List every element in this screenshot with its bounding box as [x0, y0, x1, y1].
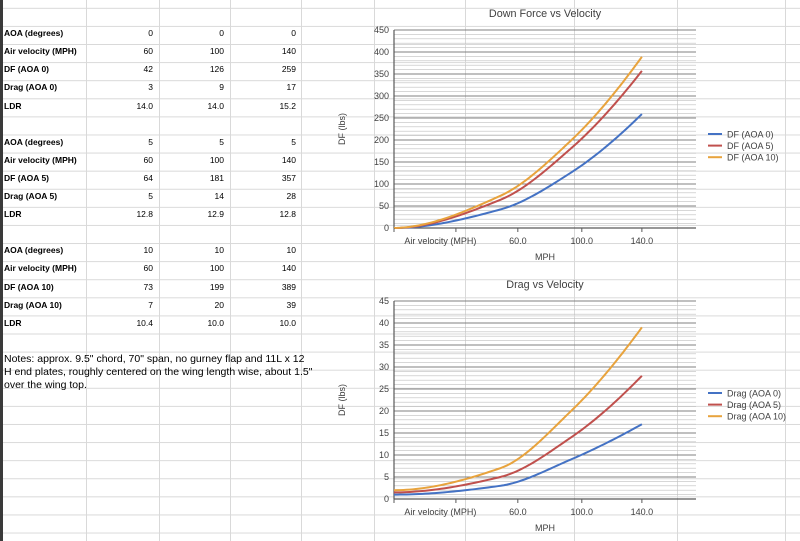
- svg-text:100: 100: [374, 179, 389, 189]
- svg-text:DF (AOA 5): DF (AOA 5): [727, 141, 774, 151]
- svg-text:20: 20: [379, 406, 389, 416]
- svg-text:450: 450: [374, 25, 389, 35]
- svg-text:25: 25: [379, 384, 389, 394]
- svg-text:40: 40: [379, 318, 389, 328]
- svg-text:Air velocity (MPH): Air velocity (MPH): [404, 236, 476, 246]
- svg-text:15: 15: [379, 428, 389, 438]
- svg-text:60.0: 60.0: [509, 507, 527, 517]
- svg-text:60.0: 60.0: [509, 236, 527, 246]
- svg-text:350: 350: [374, 69, 389, 79]
- svg-text:Down Force vs Velocity: Down Force vs Velocity: [489, 8, 602, 20]
- svg-text:400: 400: [374, 47, 389, 57]
- svg-text:DF (AOA 0): DF (AOA 0): [727, 130, 774, 140]
- svg-text:140.0: 140.0: [631, 507, 654, 517]
- svg-text:30: 30: [379, 362, 389, 372]
- svg-text:Air velocity (MPH): Air velocity (MPH): [404, 507, 476, 517]
- svg-text:DF (AOA 10): DF (AOA 10): [727, 153, 779, 163]
- svg-text:50: 50: [379, 201, 389, 211]
- svg-text:Drag vs Velocity: Drag vs Velocity: [506, 279, 584, 291]
- svg-text:5: 5: [384, 472, 389, 482]
- svg-text:150: 150: [374, 157, 389, 167]
- svg-text:100.0: 100.0: [571, 507, 594, 517]
- svg-text:Drag (AOA 10): Drag (AOA 10): [727, 412, 786, 422]
- svg-text:Drag (AOA 0): Drag (AOA 0): [727, 389, 781, 399]
- svg-text:35: 35: [379, 340, 389, 350]
- svg-text:100.0: 100.0: [571, 236, 594, 246]
- svg-text:DF (lbs): DF (lbs): [337, 384, 347, 416]
- svg-text:Drag (AOA 5): Drag (AOA 5): [727, 400, 781, 410]
- svg-text:300: 300: [374, 91, 389, 101]
- svg-text:0: 0: [384, 223, 389, 233]
- svg-text:10: 10: [379, 450, 389, 460]
- svg-text:200: 200: [374, 135, 389, 145]
- svg-text:MPH: MPH: [535, 252, 555, 262]
- svg-text:DF (lbs): DF (lbs): [337, 113, 347, 145]
- svg-text:MPH: MPH: [535, 523, 555, 533]
- svg-text:45: 45: [379, 296, 389, 306]
- svg-text:0: 0: [384, 494, 389, 504]
- svg-text:140.0: 140.0: [631, 236, 654, 246]
- svg-text:250: 250: [374, 113, 389, 123]
